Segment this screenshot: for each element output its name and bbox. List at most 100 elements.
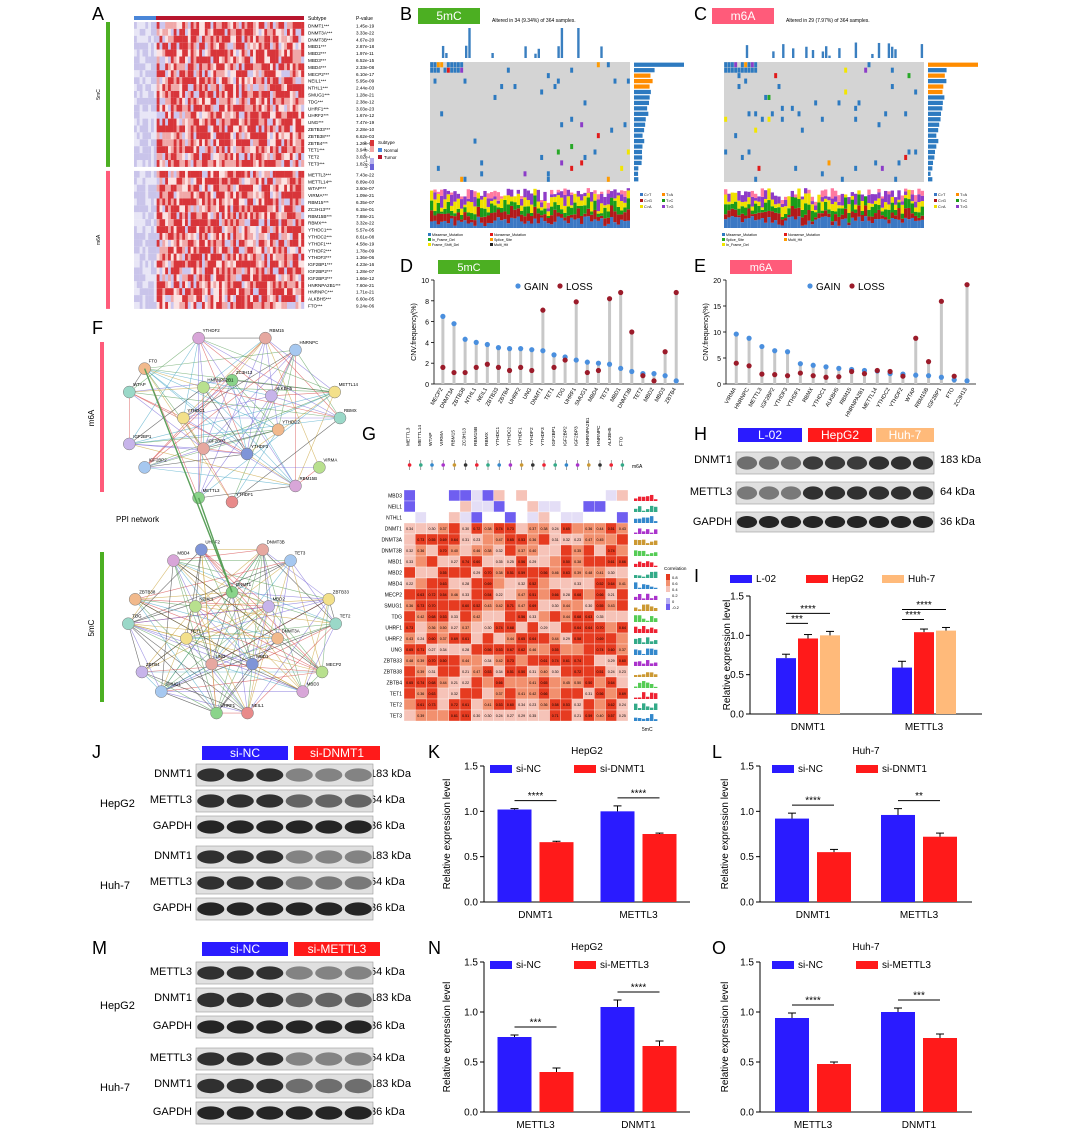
mut-cell — [613, 78, 617, 84]
mut-cell — [493, 94, 497, 100]
heat-cell — [261, 226, 265, 233]
density-bar — [642, 517, 646, 523]
corr-value: 0.58 — [574, 637, 581, 641]
heat-cell — [173, 49, 177, 57]
titv-bar — [490, 198, 494, 201]
corr-value: 0.74 — [417, 681, 424, 685]
corr-cell — [493, 511, 505, 524]
heat-cell — [281, 160, 285, 167]
mut-cell — [737, 84, 741, 90]
heat-cell — [196, 239, 200, 247]
corr-value: 0.37 — [496, 692, 503, 696]
heat-cell — [216, 219, 220, 227]
titv-bar — [516, 193, 520, 205]
heat-cell — [193, 118, 197, 126]
density-bar — [646, 682, 650, 688]
heat-cell — [238, 132, 242, 140]
mut-cell — [737, 67, 741, 73]
mut-cell — [734, 67, 738, 73]
corr-value: 0.63 — [440, 582, 447, 586]
corr-value: 0.27 — [451, 560, 458, 564]
corr-value: 0.35 — [597, 615, 604, 619]
titv-bar — [616, 195, 620, 207]
heat-cell — [287, 302, 291, 309]
heat-cell — [136, 104, 140, 112]
titv-bar — [543, 201, 547, 209]
heat-cell — [216, 28, 220, 36]
gain-point — [951, 377, 957, 383]
heat-cell — [145, 125, 149, 133]
heat-cell — [196, 70, 200, 78]
heat-cell — [207, 170, 211, 178]
heat-cell — [272, 219, 276, 227]
heat-cell — [185, 295, 189, 302]
heat-cell — [173, 219, 177, 227]
heat-cell — [250, 233, 254, 240]
heat-cell — [241, 118, 245, 126]
corr-value: 0.28 — [563, 593, 570, 597]
corr-cell — [560, 577, 573, 590]
heat-cell — [224, 111, 228, 119]
heat-cell — [267, 295, 271, 302]
titv-bar — [754, 220, 758, 228]
heat-cell — [253, 295, 257, 302]
heat-cell — [162, 153, 166, 160]
corr-value: 0.43 — [619, 527, 626, 531]
heat-cell — [179, 125, 183, 133]
titv-bar — [466, 216, 470, 224]
density-bar — [654, 521, 658, 523]
heat-cell — [179, 205, 183, 213]
corr-cell — [448, 489, 461, 502]
corr-cell — [605, 500, 617, 513]
heat-cell — [213, 91, 217, 98]
heat-cell — [202, 28, 206, 36]
heat-cell — [253, 97, 257, 105]
heat-cell — [301, 233, 305, 240]
heat-cell — [272, 91, 276, 98]
titv-bar — [536, 201, 540, 209]
ppi-edge — [128, 623, 217, 714]
heat-cell — [219, 56, 223, 64]
titv-bar — [606, 193, 610, 205]
density-bar — [646, 561, 650, 567]
heat-cell — [230, 97, 234, 105]
heat-cell — [139, 274, 143, 282]
heat-cell — [148, 42, 152, 50]
corr-value: 0.74 — [462, 560, 469, 564]
corr-cell — [482, 533, 494, 546]
heat-cell — [216, 260, 220, 268]
ppi-node — [241, 706, 254, 720]
ppi-edge — [128, 560, 174, 624]
heat-cell — [272, 56, 276, 64]
corr-value: 0.38 — [485, 549, 492, 553]
heat-cell — [230, 84, 234, 91]
heat-cell — [227, 91, 231, 98]
heat-cell — [185, 153, 189, 160]
corr-value: 0.50 — [440, 659, 447, 663]
titv-bar — [820, 216, 824, 228]
heat-cell — [261, 246, 265, 254]
heat-cell — [148, 170, 152, 178]
heat-cell — [295, 111, 299, 119]
titv-label: T>G — [960, 205, 968, 209]
heat-cell — [298, 198, 302, 206]
heat-cell — [173, 233, 177, 240]
heat-cell — [270, 281, 274, 289]
heat-cell — [202, 295, 206, 302]
heat-cell — [270, 212, 274, 220]
heat-cell — [202, 146, 206, 154]
mut-cell — [914, 149, 918, 155]
heat-cell — [221, 226, 225, 233]
side-bar — [634, 106, 648, 111]
heat-cell — [255, 56, 259, 64]
heat-cell — [230, 184, 234, 192]
heat-cell — [247, 302, 251, 309]
corr-value: 0.22 — [406, 582, 413, 586]
titv-bar — [450, 194, 454, 206]
titv-bar — [854, 193, 858, 205]
heat-cell — [258, 226, 262, 233]
heat-cell — [298, 205, 302, 213]
titv-bar — [466, 198, 470, 202]
heat-cell — [187, 288, 191, 296]
heat-cell — [270, 205, 274, 213]
